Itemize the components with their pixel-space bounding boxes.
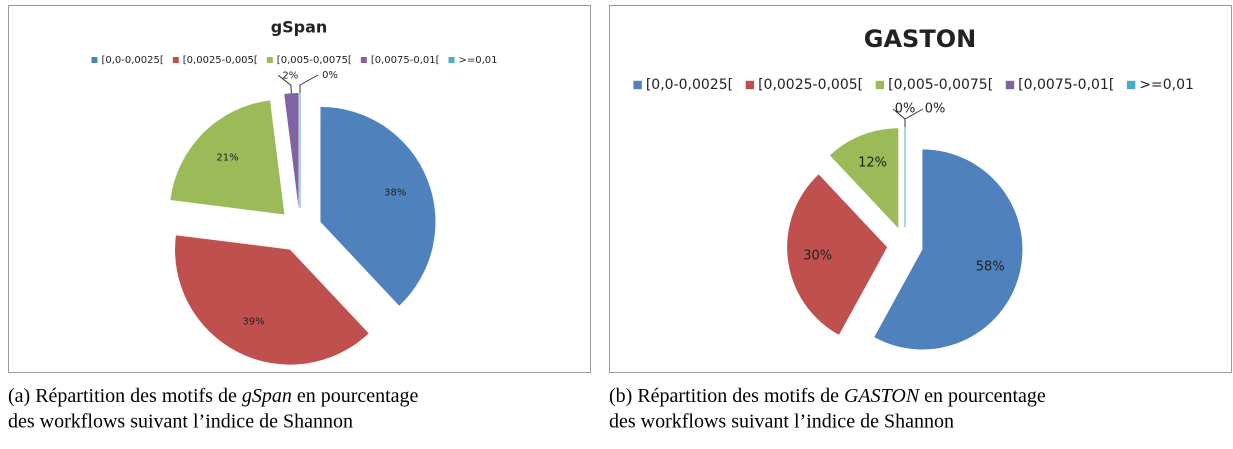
pie-slice bbox=[874, 149, 1023, 350]
legend-swatch bbox=[360, 57, 367, 63]
data-label: 30% bbox=[803, 249, 832, 264]
caption-part: (a) Répartition des motifs de bbox=[8, 385, 242, 407]
caption-part: en pourcentage bbox=[292, 385, 419, 407]
data-label: 39% bbox=[242, 316, 264, 327]
caption-part: gSpan bbox=[242, 385, 292, 407]
caption-part: (b) Répartition des motifs de bbox=[609, 385, 844, 407]
legend-swatch bbox=[172, 57, 179, 63]
chart-title: GASTON bbox=[864, 25, 976, 53]
pie-slice bbox=[320, 106, 436, 306]
legend-label: [0,0075-0,01[ bbox=[371, 55, 440, 66]
legend-swatch bbox=[448, 57, 455, 63]
legend-swatch bbox=[266, 57, 273, 63]
legend-label: [0,0-0,0025[ bbox=[101, 55, 163, 66]
legend-label: [0,0025-0,005[ bbox=[758, 77, 863, 93]
caption-part: GASTON bbox=[844, 385, 921, 407]
legend-swatch bbox=[1005, 80, 1015, 90]
data-label: 0% bbox=[322, 70, 338, 81]
data-label: 12% bbox=[858, 156, 887, 171]
data-label: 58% bbox=[976, 259, 1005, 274]
caption: (b) Répartition des motifs de GASTON en … bbox=[609, 385, 1046, 407]
legend-swatch bbox=[1126, 80, 1136, 90]
data-label: 21% bbox=[216, 153, 238, 164]
legend-label: [0,005-0,0075[ bbox=[888, 77, 993, 93]
pie-slice bbox=[787, 174, 888, 335]
data-label: 38% bbox=[384, 187, 406, 198]
legend-swatch bbox=[91, 57, 98, 63]
leader-line bbox=[299, 74, 319, 93]
leader-line bbox=[277, 74, 292, 94]
legend-swatch bbox=[875, 80, 885, 90]
legend-swatch bbox=[633, 80, 642, 90]
chart-title: gSpan bbox=[271, 18, 328, 37]
legend-label: [0,0-0,0025[ bbox=[646, 77, 733, 93]
legend-label: [0,0075-0,01[ bbox=[1018, 77, 1114, 93]
legend-label: >=0,01 bbox=[1139, 77, 1194, 93]
pie-slice bbox=[170, 100, 285, 215]
pie-slice bbox=[175, 235, 369, 365]
caption: des workflows suivant l’indice de Shanno… bbox=[609, 411, 954, 433]
legend: [0,0-0,0025[ [0,0025-0,005[ [0,005-0,0075[… bbox=[633, 77, 1194, 93]
legend-label: [0,0025-0,005[ bbox=[183, 55, 258, 66]
caption-part: en pourcentage bbox=[919, 385, 1046, 407]
legend-label: [0,005-0,0075[ bbox=[277, 55, 352, 66]
pie-slice bbox=[284, 93, 299, 209]
pie-slice bbox=[829, 128, 899, 229]
leader-line bbox=[904, 108, 924, 127]
caption: des workflows suivant l’indice de Shanno… bbox=[8, 411, 353, 433]
caption: (a) Répartition des motifs de gSpan en p… bbox=[8, 385, 419, 407]
data-label: 0% bbox=[925, 102, 946, 117]
data-label: 0% bbox=[895, 102, 916, 117]
legend-swatch bbox=[745, 80, 755, 90]
data-label: 2% bbox=[282, 70, 298, 81]
legend: [0,0-0,0025[ [0,0025-0,005[ [0,005-0,0075[… bbox=[91, 55, 498, 66]
legend-label: >=0,01 bbox=[459, 55, 498, 66]
